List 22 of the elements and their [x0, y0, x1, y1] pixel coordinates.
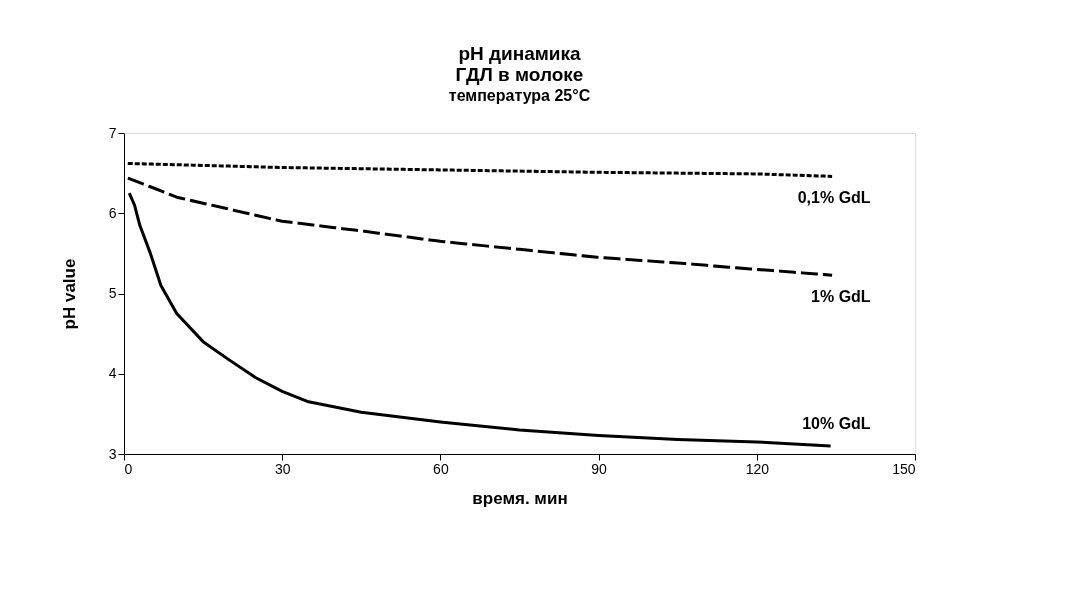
x-tick-label: 0: [124, 460, 133, 477]
chart-subtitle: температура 25°C: [448, 87, 591, 104]
x-tick-label: 30: [274, 460, 291, 477]
x-tick-label: 90: [591, 460, 608, 477]
series-label: 1% GdL: [811, 288, 871, 306]
series-label: 0,1% GdL: [797, 189, 871, 207]
x-tick-label: 120: [745, 460, 770, 477]
x-tick-label: 150: [892, 460, 916, 477]
y-tick-label: 3: [108, 445, 117, 462]
line-series: [127, 177, 833, 277]
y-axis-title: pH value: [59, 258, 79, 330]
x-tick-label: 60: [433, 460, 449, 477]
text: ГДЛ в молоке: [455, 64, 584, 85]
text: pH динамика: [458, 43, 581, 64]
y-tick-label: 4: [108, 365, 117, 382]
y-tick-label: 7: [108, 124, 117, 141]
line-series: [127, 162, 833, 178]
series-label: 10% GdL: [802, 414, 871, 432]
y-tick-label: 5: [108, 285, 117, 301]
x-axis-title: время. мин: [472, 488, 568, 508]
line-series: [127, 191, 833, 448]
y-tick-label: 6: [108, 204, 117, 221]
